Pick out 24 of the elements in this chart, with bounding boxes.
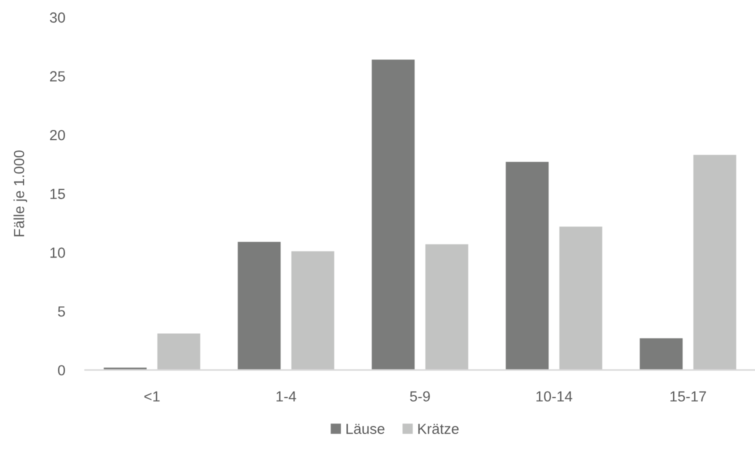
y-tick-label: 0 bbox=[58, 365, 65, 376]
y-tick-label: 10 bbox=[50, 248, 65, 258]
legend-label: Läuse bbox=[346, 424, 384, 434]
bar bbox=[238, 242, 281, 370]
bar bbox=[372, 60, 415, 370]
bar bbox=[291, 251, 334, 370]
bar bbox=[693, 154, 736, 370]
y-tick-label: 5 bbox=[58, 306, 65, 317]
y-tick-label: 30 bbox=[50, 12, 65, 23]
bar bbox=[640, 338, 683, 370]
x-tick-label: <1 bbox=[144, 391, 160, 402]
x-tick-label: 10-14 bbox=[536, 391, 572, 402]
y-axis-title: Fälle je 1.000 bbox=[14, 150, 28, 236]
y-tick-label: 15 bbox=[50, 188, 65, 200]
bar bbox=[559, 226, 602, 370]
y-tick-label: 25 bbox=[50, 71, 65, 82]
bar bbox=[506, 162, 549, 370]
x-tick-label: 5-9 bbox=[410, 391, 430, 402]
bar bbox=[157, 334, 200, 370]
x-tick-label: 15-17 bbox=[670, 391, 706, 402]
bar bbox=[425, 244, 468, 370]
y-tick-label: 20 bbox=[50, 130, 65, 140]
legend-label: Krätze bbox=[418, 424, 459, 434]
x-tick-label: 1-4 bbox=[276, 391, 296, 402]
